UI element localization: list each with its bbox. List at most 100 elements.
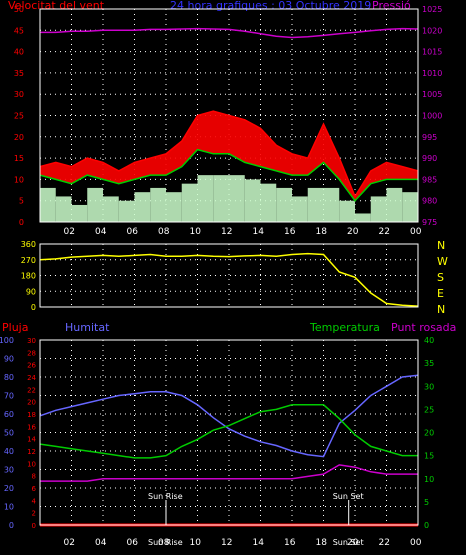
wind-speed-bar	[40, 187, 56, 222]
x-tick-label: 04	[95, 538, 107, 548]
wind-speed-bar	[244, 179, 261, 222]
humidity-tick-label: 100	[0, 336, 14, 345]
wind-tick-label: 15	[14, 154, 24, 163]
pressure-tick-label: 1020	[422, 26, 442, 35]
rain-tick-label: 16	[27, 423, 36, 431]
pressure-tick-label: 985	[422, 175, 437, 184]
wind-speed-bar	[402, 192, 418, 222]
rain-tick-label: 6	[32, 485, 37, 493]
temperature-tick-label: 35	[424, 359, 434, 368]
wind-gust-area	[40, 111, 418, 201]
wind-pressure-chart: Velocitat del vent 24 hora grafiques : 03…	[8, 0, 442, 235]
temperature-axis-label: Temperatura	[309, 321, 380, 334]
x-tick-label: 18	[316, 538, 328, 548]
sun-rise-label: Sun Rise	[148, 492, 183, 501]
rain-tick-label: 30	[27, 337, 36, 345]
x-tick-label: 12	[221, 227, 232, 235]
humidity-tick-label: 40	[4, 447, 14, 456]
wind-gust-line	[39, 110, 419, 199]
pressure-tick-label: 975	[422, 218, 437, 227]
dewpoint-axis-label: Punt rosada	[391, 321, 456, 334]
x-tick-label: 04	[95, 227, 107, 235]
humidity-tick-label: 20	[4, 484, 14, 493]
wind-tick-label: 20	[14, 133, 24, 142]
rain-tick-label: 14	[27, 436, 36, 444]
humidity-tick-label: 0	[9, 521, 14, 530]
x-tick-label: 06	[127, 538, 139, 548]
rain-tick-label: 24	[27, 374, 36, 382]
wind-speed-bar	[213, 175, 229, 222]
pressure-tick-label: 980	[422, 197, 437, 206]
wind-speed-bar	[260, 183, 277, 222]
direction-tick-label: 180	[21, 272, 36, 281]
humidity-tick-label: 90	[4, 355, 14, 364]
wind-tick-label: 30	[14, 90, 24, 99]
wind-tick-label: 45	[14, 26, 24, 35]
x-tick-label: 22	[379, 227, 390, 235]
wind-speed-bar	[55, 196, 72, 222]
x-tick-label: 16	[284, 227, 296, 235]
wind-tick-label: 25	[14, 112, 24, 121]
pressure-tick-label: 990	[422, 154, 437, 163]
compass-label: W	[437, 255, 448, 268]
x-tick-label: 22	[379, 538, 390, 548]
wind-avg-line	[39, 148, 418, 202]
rain-tick-label: 26	[27, 362, 36, 370]
direction-tick-label: 90	[26, 287, 36, 296]
x-tick-label: 10	[190, 227, 202, 235]
rain-tick-label: 28	[27, 349, 36, 357]
x-tick-label: 08	[158, 227, 170, 235]
sun-set-label: Sun Set	[333, 492, 364, 501]
rain-tick-label: 20	[27, 399, 36, 407]
compass-label: E	[437, 287, 444, 300]
pressure-tick-label: 1025	[422, 5, 442, 14]
rain-tick-label: 0	[32, 522, 36, 530]
pressure-tick-label: 1015	[422, 48, 442, 57]
dewpoint-line	[40, 464, 418, 482]
wind-tick-label: 5	[19, 197, 24, 206]
wind-plot-frame	[39, 8, 419, 223]
pressure-tick-label: 995	[422, 133, 437, 142]
temperature-tick-label: 25	[424, 405, 434, 414]
rain-tick-label: 12	[27, 448, 36, 456]
wind-speed-bar	[181, 183, 198, 222]
wind-tick-label: 50	[14, 5, 24, 14]
humidity-axis-label: Humitat	[65, 321, 110, 334]
x-tick-label: 12	[221, 538, 232, 548]
humidity-tick-label: 80	[4, 373, 14, 382]
wind-speed-bar	[87, 187, 103, 222]
x-tick-label: 14	[253, 227, 265, 235]
rain-tick-label: 4	[32, 497, 37, 505]
rain-tick-label: 18	[27, 411, 36, 419]
x-tick-label: 00	[410, 227, 422, 235]
wind-tick-label: 40	[14, 48, 24, 57]
wind-speed-bar	[134, 192, 151, 222]
x-tick-label: 02	[64, 227, 75, 235]
x-tick-label: 16	[284, 538, 296, 548]
temperature-tick-label: 10	[424, 475, 434, 484]
direction-plot-frame	[39, 243, 419, 308]
x-tick-label: 20	[347, 538, 359, 548]
rain-axis-label: Pluja	[2, 321, 28, 334]
pressure-axis-label: Pressió	[372, 0, 411, 12]
wind-tick-label: 35	[14, 69, 24, 78]
wind-speed-bar	[71, 204, 88, 222]
wind-speed-bar	[386, 187, 403, 222]
pressure-tick-label: 1005	[422, 90, 442, 99]
wind-speed-bar	[323, 187, 340, 222]
temperature-tick-label: 15	[424, 452, 434, 461]
temperature-tick-label: 20	[424, 429, 434, 438]
humidity-tick-label: 30	[4, 466, 14, 475]
x-tick-label: 00	[410, 538, 422, 548]
compass-label: N	[437, 303, 445, 316]
wind-tick-label: 0	[19, 218, 24, 227]
weather-chart: Pluja Humitat Temperatura Punt rosada Sun Ri…	[0, 321, 456, 548]
rain-tick-label: 22	[27, 386, 36, 394]
wind-speed-bar	[370, 196, 387, 222]
humidity-tick-label: 10	[4, 503, 14, 512]
chart-title: 24 hora grafiques : 03 Octubre 2019	[170, 0, 371, 12]
direction-tick-label: 270	[21, 256, 36, 265]
rain-tick-label: 2	[32, 510, 36, 518]
